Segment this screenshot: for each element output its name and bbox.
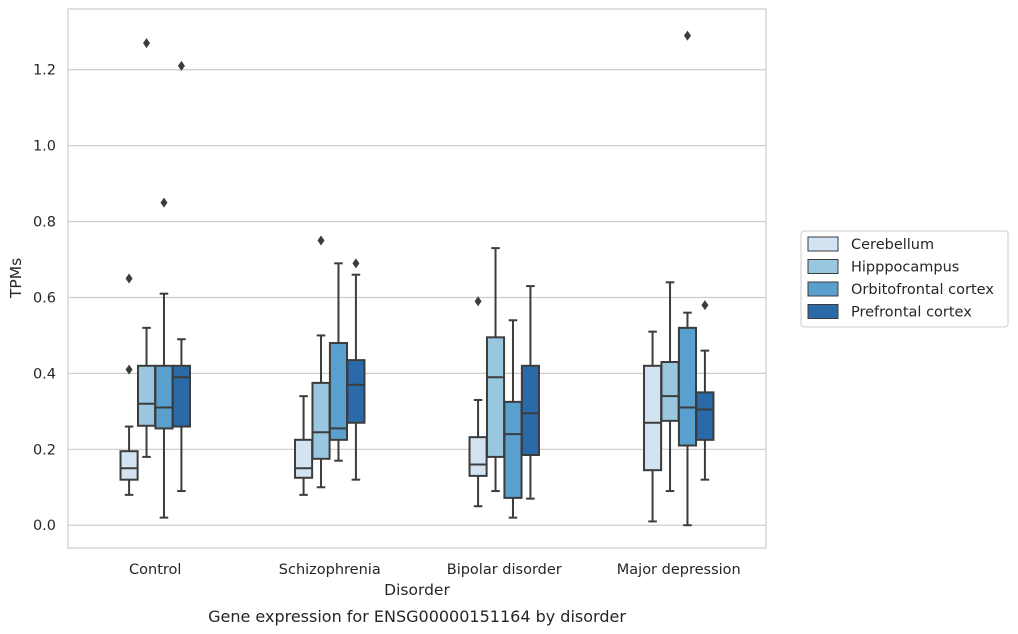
box-group bbox=[119, 273, 139, 496]
box bbox=[677, 326, 698, 447]
box-group bbox=[294, 395, 314, 496]
legend: Cerebellum Hipppocampus Orbitofrontal cort… bbox=[800, 230, 1009, 328]
box-group bbox=[346, 258, 366, 481]
y-axis-ticks: 0.0 0.2 0.4 0.6 0.8 1.0 1.2 bbox=[33, 63, 56, 534]
box bbox=[503, 400, 523, 499]
x-tick-label: Schizophrenia bbox=[279, 562, 381, 578]
figure-caption: Gene expression for ENSG00000151164 by d… bbox=[208, 607, 626, 626]
box-group bbox=[485, 247, 506, 493]
x-axis-title: Disorder bbox=[384, 581, 450, 599]
x-tick-label: Control bbox=[129, 562, 181, 578]
legend-label: Hipppocampus bbox=[851, 260, 959, 276]
legend-label: Cerebellum bbox=[851, 237, 934, 253]
box-group bbox=[311, 235, 331, 489]
box bbox=[468, 436, 488, 477]
box bbox=[294, 438, 314, 479]
outlier-point bbox=[683, 30, 691, 41]
legend-swatch bbox=[807, 281, 839, 297]
y-tick-label: 0.6 bbox=[33, 290, 56, 306]
box-group bbox=[171, 60, 191, 493]
box-group bbox=[136, 38, 157, 458]
y-axis-title: TPMs bbox=[7, 258, 25, 299]
outlier-point bbox=[317, 235, 325, 246]
outlier-point bbox=[125, 273, 133, 284]
outlier-point bbox=[160, 197, 168, 208]
plot-frame bbox=[67, 8, 767, 549]
box bbox=[346, 359, 366, 424]
box bbox=[171, 364, 191, 428]
box-group bbox=[677, 30, 698, 527]
box-group bbox=[468, 296, 488, 508]
box bbox=[136, 364, 157, 427]
outlier-point bbox=[177, 60, 185, 71]
box bbox=[520, 364, 540, 457]
y-tick-label: 0.2 bbox=[33, 442, 56, 458]
outlier-point bbox=[352, 258, 360, 269]
box-group bbox=[695, 300, 715, 481]
x-tick-label: Major depression bbox=[617, 562, 741, 578]
legend-swatch bbox=[807, 259, 839, 274]
legend-item: Cerebellum bbox=[807, 236, 934, 253]
box-group bbox=[503, 319, 523, 519]
y-tick-label: 0.0 bbox=[33, 518, 56, 534]
box-group bbox=[154, 197, 174, 519]
box bbox=[643, 364, 663, 472]
outlier-point bbox=[143, 38, 151, 49]
box bbox=[328, 342, 349, 441]
legend-label: Prefrontal cortex bbox=[851, 305, 972, 321]
y-tick-label: 1.0 bbox=[33, 139, 56, 155]
legend-item: Prefrontal cortex bbox=[807, 304, 972, 321]
legend-item: Orbitofrontal cortex bbox=[807, 281, 994, 298]
x-axis-ticks: Control Schizophrenia Bipolar disorder Majo… bbox=[129, 562, 741, 578]
box bbox=[119, 450, 139, 481]
outlier-point bbox=[701, 300, 709, 311]
box-plot-area bbox=[119, 30, 715, 527]
box bbox=[485, 336, 506, 458]
y-tick-label: 1.2 bbox=[33, 63, 56, 79]
y-tick-label: 0.4 bbox=[33, 366, 56, 382]
x-tick-label: Bipolar disorder bbox=[447, 562, 562, 578]
box bbox=[660, 361, 680, 422]
outlier-point bbox=[474, 296, 482, 307]
outlier-point bbox=[125, 364, 133, 375]
box-group bbox=[328, 262, 349, 462]
box-group bbox=[520, 285, 540, 500]
box bbox=[695, 391, 715, 441]
legend-item: Hipppocampus bbox=[807, 259, 959, 276]
box-group bbox=[643, 330, 663, 523]
legend-swatch bbox=[807, 304, 839, 319]
box-group bbox=[660, 281, 680, 493]
y-tick-label: 0.8 bbox=[33, 215, 56, 231]
box bbox=[154, 364, 174, 430]
box bbox=[311, 381, 331, 460]
legend-label: Orbitofrontal cortex bbox=[851, 282, 994, 298]
legend-frame bbox=[800, 230, 1009, 328]
legend-swatch bbox=[807, 236, 839, 252]
